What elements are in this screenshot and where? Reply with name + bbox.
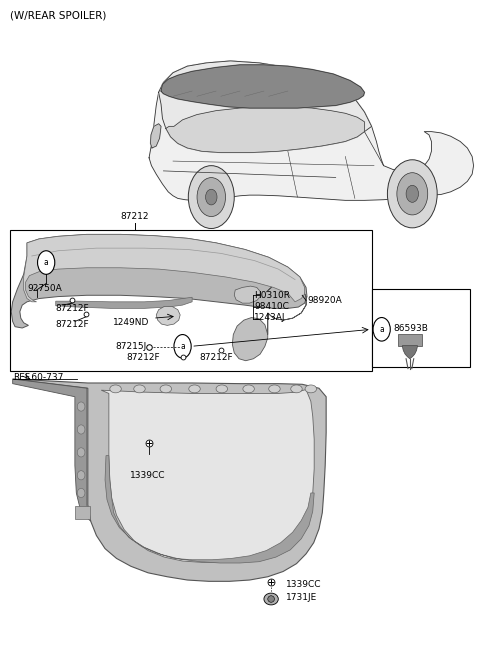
Text: 87212F: 87212F xyxy=(56,304,89,313)
Text: 98410C: 98410C xyxy=(254,302,289,311)
Circle shape xyxy=(174,335,191,358)
Ellipse shape xyxy=(110,385,121,393)
Polygon shape xyxy=(101,390,314,562)
Polygon shape xyxy=(402,346,418,359)
Text: 1339CC: 1339CC xyxy=(130,471,166,480)
Polygon shape xyxy=(166,107,364,153)
Bar xyxy=(372,289,470,367)
Circle shape xyxy=(373,318,390,341)
Text: 1249ND: 1249ND xyxy=(113,318,150,327)
Bar xyxy=(398,334,422,346)
Bar xyxy=(75,506,90,519)
Circle shape xyxy=(188,166,234,228)
Ellipse shape xyxy=(134,385,145,393)
Ellipse shape xyxy=(77,471,85,480)
Polygon shape xyxy=(156,306,180,325)
Text: a: a xyxy=(180,342,185,351)
Ellipse shape xyxy=(264,593,278,605)
Ellipse shape xyxy=(268,596,275,602)
Polygon shape xyxy=(161,65,364,108)
Polygon shape xyxy=(149,61,474,200)
Text: 1339CC: 1339CC xyxy=(286,580,321,589)
Text: 1243AJ: 1243AJ xyxy=(254,313,286,322)
Ellipse shape xyxy=(77,402,85,411)
Polygon shape xyxy=(234,286,260,303)
Text: H0310R: H0310R xyxy=(254,291,290,300)
Text: 98920A: 98920A xyxy=(307,296,342,305)
Text: (W/REAR SPOILER): (W/REAR SPOILER) xyxy=(10,10,107,20)
Text: a: a xyxy=(379,325,384,334)
Circle shape xyxy=(406,185,419,202)
Text: 86593B: 86593B xyxy=(393,324,428,333)
Circle shape xyxy=(37,251,55,274)
Ellipse shape xyxy=(291,385,302,393)
Text: 87212F: 87212F xyxy=(126,353,160,362)
Polygon shape xyxy=(12,379,326,581)
Text: 1731JE: 1731JE xyxy=(286,593,317,602)
Circle shape xyxy=(205,189,217,205)
Text: 87212F: 87212F xyxy=(199,353,233,362)
Ellipse shape xyxy=(160,385,171,393)
Text: a: a xyxy=(44,258,48,267)
Text: 87212F: 87212F xyxy=(56,320,89,329)
Ellipse shape xyxy=(189,385,200,393)
Text: 92750A: 92750A xyxy=(27,284,62,293)
Circle shape xyxy=(397,173,428,215)
Circle shape xyxy=(197,178,226,216)
Polygon shape xyxy=(232,281,306,361)
Polygon shape xyxy=(151,124,161,148)
Polygon shape xyxy=(12,379,91,521)
Ellipse shape xyxy=(305,385,317,393)
Ellipse shape xyxy=(77,425,85,434)
Ellipse shape xyxy=(216,385,228,393)
Ellipse shape xyxy=(77,448,85,457)
Text: 87215J: 87215J xyxy=(116,342,147,352)
Polygon shape xyxy=(24,234,305,302)
Polygon shape xyxy=(56,297,192,308)
Ellipse shape xyxy=(243,385,254,393)
Text: REF.60-737: REF.60-737 xyxy=(12,373,63,382)
Ellipse shape xyxy=(269,385,280,393)
Circle shape xyxy=(387,160,437,228)
Polygon shape xyxy=(105,456,314,563)
Ellipse shape xyxy=(77,488,85,497)
Bar xyxy=(10,230,372,371)
Polygon shape xyxy=(158,61,372,153)
Polygon shape xyxy=(11,234,307,328)
Text: 87212: 87212 xyxy=(120,213,149,221)
